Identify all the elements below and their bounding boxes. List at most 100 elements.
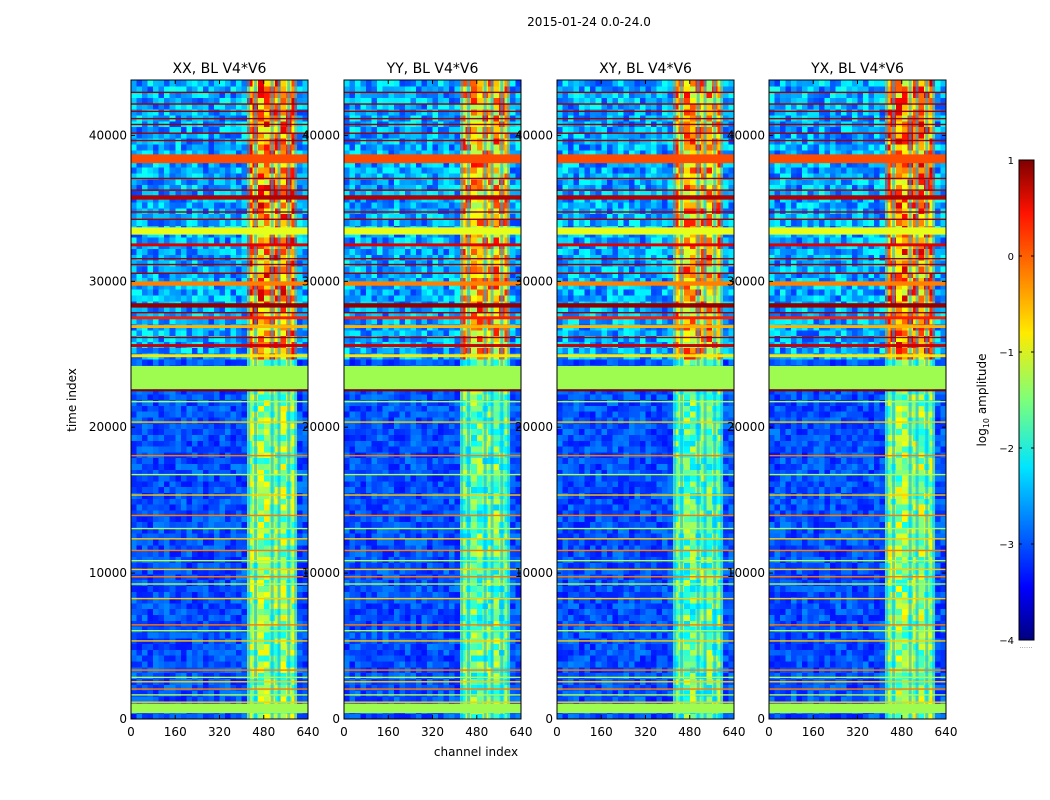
heatmap-cell — [388, 689, 395, 697]
heatmap-cell — [131, 97, 138, 104]
heatmap-cell — [208, 172, 215, 180]
heatmap-cell — [236, 608, 243, 616]
heatmap-cell — [296, 109, 304, 116]
heatmap-cell — [393, 602, 400, 610]
heatmap-cell — [153, 655, 160, 662]
heatmap-cell — [515, 713, 522, 720]
heatmap-cell — [377, 463, 384, 470]
heatmap-cell — [180, 498, 187, 505]
heatmap-cell — [236, 109, 243, 116]
heatmap-cell — [415, 475, 423, 482]
heatmap-cell — [169, 695, 176, 703]
heatmap-cell — [131, 399, 138, 406]
heatmap-cell — [175, 463, 182, 470]
heatmap-cell — [366, 660, 373, 668]
heatmap-cell — [515, 480, 522, 488]
heatmap-cell — [236, 254, 243, 261]
heatmap-cell — [302, 591, 309, 598]
heatmap-cell — [153, 579, 160, 586]
heatmap-cell — [460, 608, 467, 616]
heatmap-cell — [443, 626, 450, 633]
heatmap-cell — [131, 277, 138, 284]
heatmap-cell — [454, 556, 461, 563]
heatmap-cell — [202, 161, 210, 168]
heatmap-cell — [230, 689, 237, 697]
heatmap-cell — [247, 562, 254, 569]
heatmap-cell — [296, 556, 304, 563]
heatmap-cell — [421, 597, 428, 604]
heatmap-cell — [366, 504, 373, 511]
heatmap-cell — [432, 672, 439, 679]
heatmap-cell — [236, 631, 243, 639]
heatmap-cell — [142, 172, 149, 180]
heatmap-cell — [147, 475, 154, 482]
heatmap-cell — [158, 294, 165, 302]
x-tick-label: 480 — [252, 725, 275, 739]
heatmap-cell — [247, 393, 254, 401]
heatmap-cell — [175, 85, 182, 93]
heatmap-cell — [471, 591, 478, 598]
heatmap-cell — [349, 562, 356, 569]
heatmap-cell — [164, 631, 171, 639]
heatmap-cell — [158, 219, 165, 226]
heatmap-cell — [131, 109, 138, 116]
heatmap-cell — [382, 579, 389, 586]
heatmap-cell — [393, 521, 400, 528]
heatmap-cell — [219, 318, 226, 325]
heatmap-cell — [136, 585, 143, 592]
heatmap-cell — [169, 713, 176, 720]
heatmap-cell — [197, 684, 204, 691]
heatmap-cell — [213, 463, 221, 470]
heatmap-cell — [236, 318, 243, 325]
heatmap-cell — [147, 277, 154, 284]
heatmap-cell — [131, 236, 138, 244]
heatmap-cell — [454, 544, 461, 552]
heatmap-cell — [158, 184, 165, 191]
heatmap-cell — [169, 527, 176, 534]
heatmap-cell — [153, 434, 160, 441]
heatmap-cell — [136, 533, 143, 540]
heatmap-cell — [236, 486, 243, 494]
heatmap-cell — [415, 498, 423, 505]
heatmap-cell — [147, 405, 154, 412]
heatmap-cell — [202, 660, 210, 668]
heatmap-cell — [247, 597, 254, 604]
heatmap-cell — [449, 480, 456, 488]
heatmap-cell — [164, 440, 171, 447]
heatmap-cell — [258, 544, 265, 552]
heatmap-cell — [153, 689, 160, 697]
heatmap-cell — [280, 498, 287, 505]
heatmap-cell — [415, 556, 423, 563]
heatmap-cell — [236, 544, 243, 552]
heatmap-cell — [142, 260, 149, 267]
flagged-time-line — [131, 630, 308, 632]
heatmap-cell — [399, 684, 406, 691]
heatmap-cell — [169, 358, 176, 366]
heatmap-cell — [158, 172, 165, 180]
heatmap-cell — [476, 538, 483, 546]
heatmap-cell — [454, 567, 461, 575]
heatmap-cell — [349, 469, 356, 476]
heatmap-cell — [225, 335, 232, 343]
heatmap-cell — [147, 97, 154, 104]
heatmap-cell — [175, 260, 182, 267]
heatmap-cell — [153, 265, 160, 273]
heatmap-cell — [202, 201, 210, 209]
flagged-time-line — [131, 272, 308, 274]
heatmap-cell — [147, 294, 154, 302]
heatmap-cell — [169, 556, 176, 563]
heatmap-cell — [404, 684, 411, 691]
heatmap-cell — [164, 201, 171, 209]
heatmap-cell — [263, 597, 270, 604]
heatmap-cell — [191, 602, 198, 610]
heatmap-cell — [349, 672, 356, 679]
heatmap-cell — [219, 457, 226, 464]
heatmap-cell — [180, 527, 187, 534]
heatmap-cell — [219, 289, 226, 296]
heatmap-cell — [371, 521, 378, 528]
heatmap-cell — [169, 213, 176, 221]
heatmap-cell — [241, 614, 248, 621]
heatmap-cell — [169, 132, 176, 139]
heatmap-cell — [410, 562, 417, 569]
heatmap-cell — [191, 660, 198, 668]
